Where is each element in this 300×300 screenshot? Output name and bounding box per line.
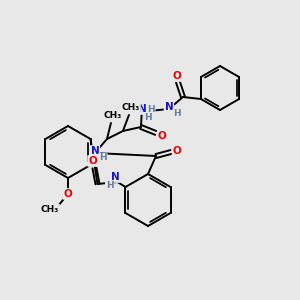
Text: O: O [158,131,166,141]
Text: H: H [173,110,181,118]
Text: CH₃: CH₃ [122,103,140,112]
Text: H: H [106,182,113,190]
Text: N: N [91,146,99,156]
Text: H: H [144,113,152,122]
Text: CH₃: CH₃ [41,205,59,214]
Text: O: O [64,189,72,199]
Text: N: N [138,104,146,114]
Text: O: O [172,146,182,156]
Text: H: H [99,154,107,163]
Text: O: O [172,71,181,81]
Text: N: N [165,102,173,112]
Text: O: O [88,156,97,166]
Text: CH₃: CH₃ [104,110,122,119]
Text: N: N [111,172,120,182]
Text: H: H [147,104,155,113]
